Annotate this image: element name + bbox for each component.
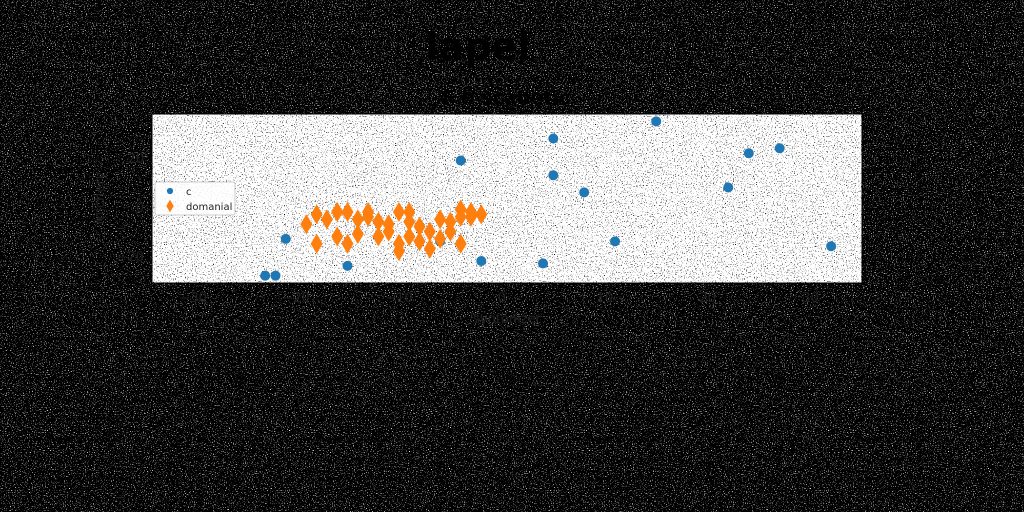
y-tick-label: 20: [127, 152, 144, 167]
circle-point: [744, 148, 754, 158]
x-tick-label: 0: [498, 291, 506, 306]
legend-label-1: c: [186, 187, 192, 198]
x-tick-label: 10: [596, 291, 613, 306]
x-tick-label: −10: [385, 291, 412, 306]
circle-point: [538, 258, 548, 268]
y-axis-label: michery: [93, 171, 108, 224]
x-tick-label: 20: [699, 291, 716, 306]
circle-point: [260, 271, 270, 281]
x-tick-label: −30: [179, 291, 206, 306]
circle-point: [651, 116, 661, 126]
circle-point: [548, 170, 558, 180]
circle-point: [548, 133, 558, 143]
circle-point: [610, 236, 620, 246]
legend-marker-1: [167, 188, 173, 194]
y-tick-label: 0: [136, 201, 144, 216]
circle-point: [723, 182, 733, 192]
x-tick-label: −20: [282, 291, 309, 306]
circle-point: [343, 261, 353, 271]
circle-point: [281, 234, 291, 244]
chart-title: F b scabetic: [442, 87, 571, 109]
legend: c domanial: [155, 182, 235, 215]
x-tick-label: 30: [802, 291, 819, 306]
legend-label-2: domanial: [186, 202, 232, 213]
circle-point: [456, 156, 466, 166]
y-tick-label: −20: [117, 250, 144, 265]
plot-area: [152, 114, 862, 283]
plot-noise-light: [152, 114, 862, 283]
circle-point: [476, 256, 486, 266]
x-axis-label: syntonizer: [473, 312, 541, 327]
circle-point: [826, 241, 836, 251]
figure-suptitle: lapel: [426, 25, 531, 69]
circle-point: [775, 143, 785, 153]
circle-point: [270, 271, 280, 281]
circle-point: [579, 187, 589, 197]
